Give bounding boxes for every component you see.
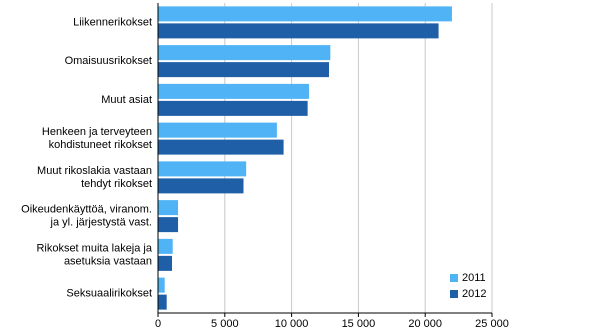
y-tick-label: Muut rikoslakia vastaan bbox=[37, 165, 152, 177]
bar bbox=[158, 200, 179, 216]
x-tick-label: 5 000 bbox=[211, 318, 239, 330]
bar bbox=[158, 277, 165, 293]
x-tick-label: 20 000 bbox=[408, 318, 442, 330]
bar bbox=[158, 6, 452, 22]
y-tick-label: Omaisuusrikokset bbox=[65, 55, 152, 67]
bar bbox=[158, 255, 173, 271]
x-tick-label: 10 000 bbox=[275, 318, 309, 330]
bar bbox=[158, 294, 167, 310]
y-tick-label: asetuksia vastaan bbox=[64, 255, 152, 267]
legend-label: 2011 bbox=[462, 272, 486, 284]
bar bbox=[158, 83, 309, 99]
bar bbox=[158, 217, 179, 233]
x-tick-label: 0 bbox=[155, 318, 161, 330]
bar bbox=[158, 62, 330, 78]
x-tick-label: 15 000 bbox=[342, 318, 376, 330]
bar bbox=[158, 122, 277, 138]
bar bbox=[158, 139, 284, 155]
y-tick-label: Seksuaalirikokset bbox=[66, 288, 152, 300]
bar bbox=[158, 161, 247, 177]
bar bbox=[158, 45, 331, 61]
bar bbox=[158, 100, 308, 116]
y-tick-label: Rikokset muita lakeja ja bbox=[36, 242, 152, 254]
y-tick-label: kohdistuneet rikokset bbox=[49, 139, 152, 151]
y-tick-label: Muut asiat bbox=[101, 94, 152, 106]
legend-label: 2012 bbox=[462, 288, 486, 300]
y-tick-label: Liikennerikokset bbox=[73, 16, 152, 28]
y-tick-label: ja yl. järjestystä vast. bbox=[50, 217, 152, 229]
legend-swatch bbox=[450, 274, 458, 282]
y-tick-label: Henkeen ja terveyteen bbox=[42, 126, 152, 138]
x-tick-label: 25 000 bbox=[475, 318, 509, 330]
bar bbox=[158, 238, 173, 254]
bar bbox=[158, 178, 244, 194]
legend-swatch bbox=[450, 290, 458, 298]
y-tick-label: tehdyt rikokset bbox=[81, 178, 152, 190]
y-tick-label: Oikeudenkäyttöä, viranom. bbox=[21, 204, 152, 216]
bar bbox=[158, 23, 439, 39]
